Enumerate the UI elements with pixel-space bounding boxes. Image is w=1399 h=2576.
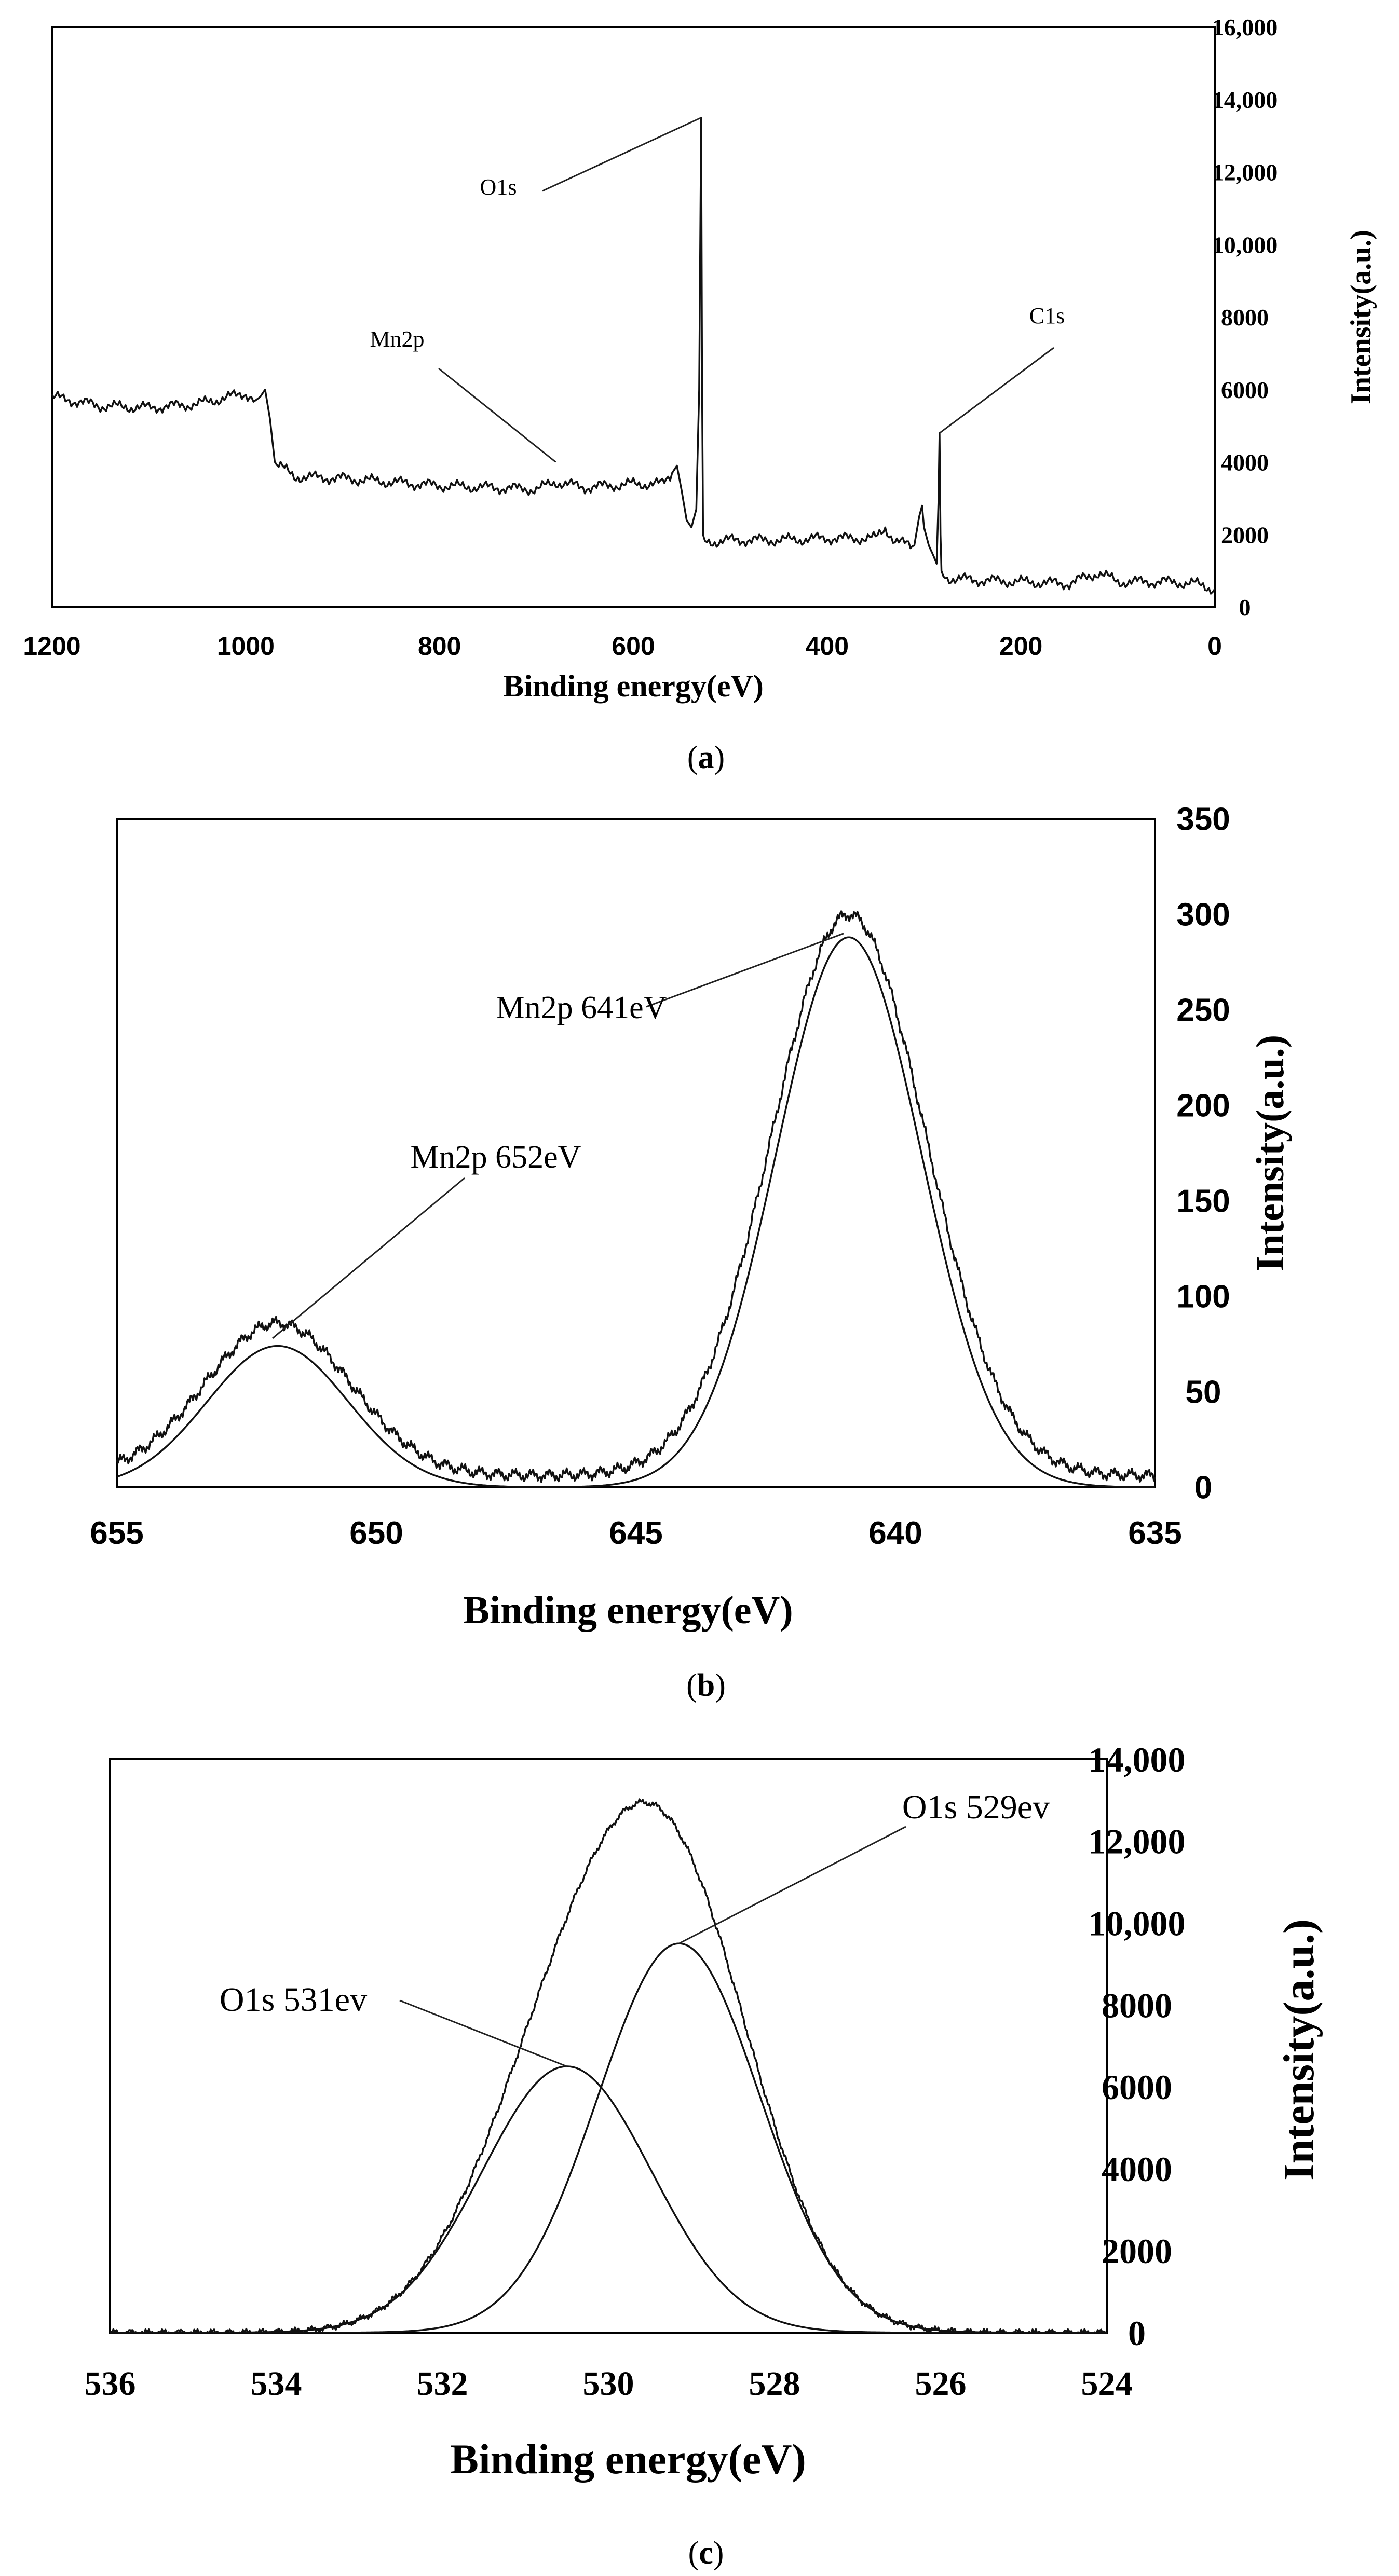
panel-b-series-line-2 xyxy=(116,936,1155,1488)
panel-b-annotations: Mn2p 641eV Mn2p 652eV xyxy=(272,933,844,1339)
panel-a-x-tick-label: 0 xyxy=(1207,632,1222,661)
panel-a-x-tick-label: 200 xyxy=(999,632,1042,661)
panel-a-y-ticks: 0 2000 4000 6000 8000 10,000 12,000 14,000 16,00… xyxy=(1212,14,1278,621)
panel-a-annotation-label: C1s xyxy=(1029,303,1065,328)
panel-a-annotation-leader xyxy=(438,367,556,463)
panel-a-annotation-label: Mn2p xyxy=(370,326,424,352)
panel-c-series-line-1 xyxy=(110,2065,1107,2334)
panel-b-y-tick-label: 100 xyxy=(1176,1279,1230,1315)
panel-a-x-tick-label: 600 xyxy=(612,632,655,661)
panel-b-plot-frame xyxy=(116,818,1156,1488)
panel-b-y-tick-label: 0 xyxy=(1194,1470,1212,1506)
panel-a-annotation-leader xyxy=(939,347,1054,434)
panel-c-annotations: O1s 529ev O1s 531ev xyxy=(220,1788,1050,2067)
panel-a-y-tick-label: 14,000 xyxy=(1212,87,1278,113)
panel-a-y-tick-label: 8000 xyxy=(1221,304,1269,331)
panel-c-y-tick-label: 10,000 xyxy=(1089,1904,1186,1943)
panel-b-x-axis-label: Binding energy(eV) xyxy=(463,1588,793,1632)
panel-a-x-tick-label: 800 xyxy=(418,632,461,661)
panel-a-annotations: O1s Mn2p C1s xyxy=(370,117,1065,463)
panel-c-plot-area xyxy=(109,1798,1107,2334)
panel-b-plot-area xyxy=(116,910,1156,1488)
panel-c-y-tick-label: 14,000 xyxy=(1089,1740,1186,1779)
panel-c-y-tick-label: 0 xyxy=(1128,2313,1146,2353)
panel-a-annotation-label: O1s xyxy=(480,174,517,200)
panel-b-y-tick-label: 350 xyxy=(1176,802,1230,838)
panel-a-chart: 1200 1000 800 600 400 200 0 020004000600080001… xyxy=(23,14,1377,775)
panel-c-x-tick-label: 524 xyxy=(1081,2365,1133,2403)
panel-c-annotation-label: O1s 531ev xyxy=(220,1981,367,2019)
panel-c-annotation-leader xyxy=(678,1826,906,1944)
panel-b-panel-label: (b) xyxy=(686,1668,726,1703)
panel-b-y-tick-label: 50 xyxy=(1186,1375,1221,1410)
panel-c-x-tick-label: 526 xyxy=(915,2365,967,2403)
panel-c-x-tick-label: 534 xyxy=(251,2365,302,2403)
panel-a-y-tick-label: 0 xyxy=(1239,594,1251,621)
panel-b-y-axis-label: Intensity(a.u.) xyxy=(1248,1035,1292,1271)
panel-c-annotation-leader xyxy=(399,1999,567,2067)
panel-a-plot-frame xyxy=(51,26,1216,608)
panel-b-annotation-label: Mn2p 652eV xyxy=(411,1140,581,1175)
panel-c-x-axis-label: Binding energy(eV) xyxy=(450,2435,806,2483)
panel-a-plot-area xyxy=(51,116,1216,595)
panel-b-series-line-1 xyxy=(116,910,1156,1483)
panel-a-x-tick-label: 1000 xyxy=(217,632,275,661)
panel-a-y-tick-label: 2000 xyxy=(1221,522,1269,548)
panel-b-annotation-leader xyxy=(646,933,844,1008)
panel-a-x-tick-label: 1200 xyxy=(23,632,80,661)
panel-b-chart: 655 650 645 640 635 0 50 100 150 200 250 300 350 Mn… xyxy=(90,802,1292,1703)
panel-a-y-tick-label: 10,000 xyxy=(1212,231,1278,258)
panel-b-x-ticks: 655 650 645 640 635 xyxy=(90,1515,1181,1551)
panel-c-series-line-3 xyxy=(109,1798,1107,2334)
panel-c-y-tick-label: 4000 xyxy=(1102,2149,1172,2189)
panel-c-x-tick-label: 530 xyxy=(583,2365,634,2403)
panel-c-x-ticks: 536 534 532 530 528 526 524 xyxy=(85,2365,1133,2403)
panel-c-x-tick-label: 536 xyxy=(85,2365,136,2403)
panel-a-y-tick-label: 16,000 xyxy=(1212,14,1278,40)
panel-b-y-ticks: 0 50 100 150 200 250 300 350 xyxy=(1176,802,1230,1506)
panel-a-panel-label: (a) xyxy=(687,740,725,775)
panel-b-x-tick-label: 640 xyxy=(868,1515,922,1551)
panel-c-annotation-label: O1s 529ev xyxy=(902,1788,1050,1826)
panel-b-x-tick-label: 635 xyxy=(1128,1515,1181,1551)
panel-a-x-axis-label: Binding energy(eV) xyxy=(503,669,764,703)
panel-c-y-ticks: 0 2000 4000 6000 8000 10,000 12,000 14,000 xyxy=(1089,1740,1186,2353)
panel-c-panel-label: (c) xyxy=(688,2536,724,2571)
panel-a-y-axis-label: Intensity(a.u.) xyxy=(1345,230,1377,404)
panel-b-y-tick-label: 300 xyxy=(1176,897,1230,933)
panel-c-y-tick-label: 8000 xyxy=(1102,1985,1172,2025)
panel-b-annotation-label: Mn2p 641eV xyxy=(496,990,667,1025)
panel-b-x-tick-label: 645 xyxy=(609,1515,662,1551)
panel-b-x-tick-label: 650 xyxy=(349,1515,403,1551)
panel-c-plot-frame xyxy=(109,1758,1108,2334)
panel-c-y-tick-label: 2000 xyxy=(1102,2231,1172,2271)
panel-b-annotation-leader xyxy=(272,1177,465,1339)
panel-b-y-tick-label: 150 xyxy=(1176,1184,1230,1220)
panel-c-y-tick-label: 6000 xyxy=(1102,2067,1172,2107)
panel-a-series-line-1 xyxy=(51,116,1216,595)
panel-c-x-tick-label: 528 xyxy=(749,2365,800,2403)
panel-c-y-tick-label: 12,000 xyxy=(1089,1822,1186,1861)
panel-a-annotation-leader xyxy=(542,117,702,192)
panel-a-y-tick-label: 4000 xyxy=(1221,449,1269,476)
panel-a-x-ticks: 1200 1000 800 600 400 200 0 xyxy=(23,632,1222,661)
panel-b-y-tick-label: 250 xyxy=(1176,993,1230,1029)
panel-a-y-tick-label: 12,000 xyxy=(1212,159,1278,186)
panel-b-y-tick-label: 200 xyxy=(1176,1088,1230,1124)
panel-b-x-tick-label: 655 xyxy=(90,1515,143,1551)
panel-a-y-tick-label: 6000 xyxy=(1221,377,1269,403)
panel-a-x-tick-label: 400 xyxy=(806,632,849,661)
panel-c-chart: 536 534 532 530 528 526 524 0 2000 4000 6000 8000 1… xyxy=(85,1740,1324,2571)
panel-c-y-axis-label: Intensity(a.u.) xyxy=(1275,1919,1323,2181)
panel-c-x-tick-label: 532 xyxy=(417,2365,468,2403)
